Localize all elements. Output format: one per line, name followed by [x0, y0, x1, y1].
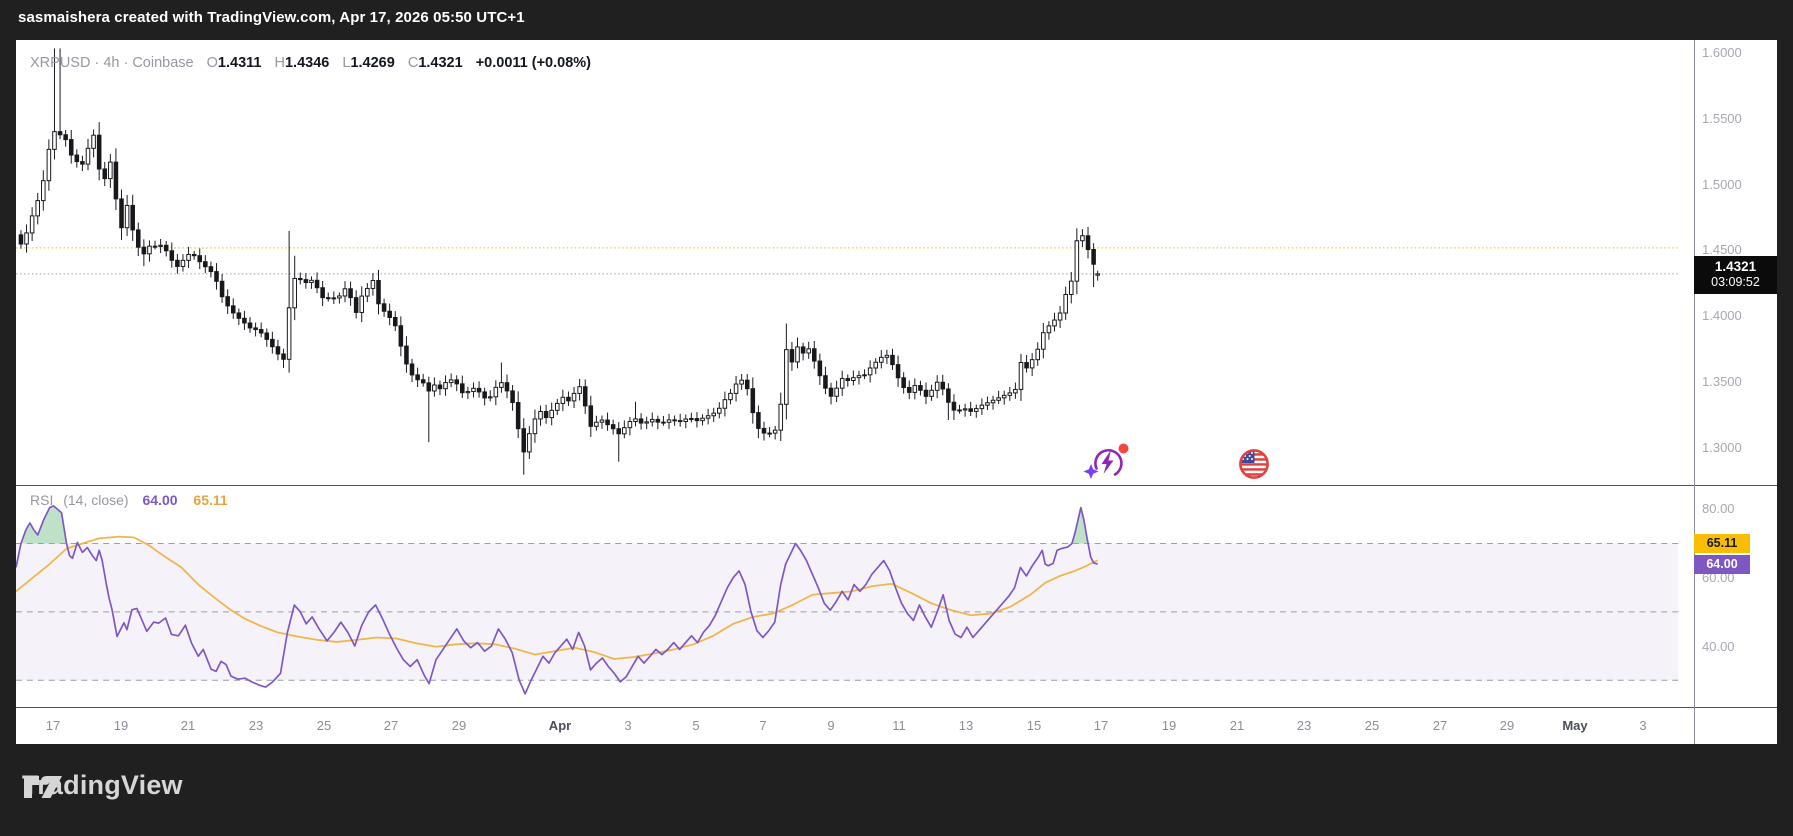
time-tick: 23 [248, 718, 264, 733]
time-tick: 27 [1432, 718, 1448, 733]
attribution-text: sasmaishera created with TradingView.com… [18, 9, 525, 26]
low-value: 1.4269 [350, 55, 395, 71]
time-tick: 7 [759, 718, 767, 733]
close-value: 1.4321 [418, 55, 463, 71]
rsi-overbought-fill [1071, 507, 1089, 544]
rsi-ma-badge: 65.11 [1694, 534, 1750, 553]
time-tick: 3 [624, 718, 632, 733]
time-tick: 25 [316, 718, 332, 733]
attribution-bar: sasmaishera created with TradingView.com… [0, 0, 1793, 40]
rsi-overbought-fill [20, 505, 67, 544]
rsi-axis-label: 80.00 [1702, 500, 1735, 516]
time-tick: 19 [113, 718, 129, 733]
rsi-title[interactable]: RSI [30, 492, 54, 508]
high-value: 1.4346 [284, 55, 330, 71]
low-label: L [342, 55, 351, 71]
change-value: +0.0011 (+0.08%) [475, 55, 592, 71]
price-axis-label: 1.5000 [1702, 176, 1742, 192]
rsi-params: (14, close) [63, 492, 129, 508]
time-tick: 3 [1639, 718, 1647, 733]
rsi-ma-line [16, 535, 1099, 660]
time-tick: 27 [383, 718, 399, 733]
price-axis-label: 1.4500 [1702, 242, 1742, 258]
time-tick: 17 [45, 718, 61, 733]
close-label: C [407, 55, 419, 71]
open-value: 1.4311 [217, 55, 262, 71]
us-flag-event-icon[interactable] [1237, 447, 1271, 481]
rsi-ma-value: 65.11 [193, 492, 228, 508]
price-axis-label: 1.5500 [1702, 110, 1742, 126]
time-tick: 13 [958, 718, 974, 733]
time-tick: 15 [1026, 718, 1042, 733]
time-tick: 29 [451, 718, 467, 733]
rsi-pane-canvas[interactable] [16, 486, 1694, 707]
symbol-legend[interactable]: XRPUSD · 4h · Coinbase O1.4311 H1.4346 L… [30, 55, 591, 71]
time-tick: 19 [1161, 718, 1177, 733]
time-tick: 25 [1364, 718, 1380, 733]
current-price-badge: 1.4321 03:09:52 [1694, 256, 1777, 294]
price-axis-label: 1.4000 [1702, 308, 1742, 324]
time-tick: May [1562, 718, 1588, 733]
high-label: H [274, 55, 285, 71]
time-tick: 23 [1296, 718, 1312, 733]
price-axis-label: 1.3500 [1702, 374, 1742, 389]
current-price-value: 1.4321 [1714, 259, 1757, 274]
time-tick: Apr [548, 718, 572, 733]
rsi-legend[interactable]: RSI (14, close) 64.00 65.11 [30, 492, 228, 508]
rsi-axis-label: 40.00 [1702, 638, 1735, 654]
open-label: O [206, 55, 218, 71]
time-tick: 21 [180, 718, 196, 733]
time-tick: 9 [827, 718, 835, 733]
time-axis-separator [16, 707, 1777, 708]
time-tick: 11 [892, 718, 906, 733]
ai-spark-icon[interactable] [1082, 441, 1130, 485]
rsi-line [16, 505, 1098, 695]
symbol-title[interactable]: XRPUSD · 4h · Coinbase [30, 55, 194, 71]
time-tick: 29 [1499, 718, 1515, 733]
rsi-value-badge: 64.00 [1694, 555, 1750, 574]
bar-countdown: 03:09:52 [1711, 275, 1760, 289]
price-axis-label: 1.6000 [1702, 45, 1742, 60]
price-axis-label: 1.3000 [1702, 439, 1742, 455]
chart-surface [16, 40, 1777, 744]
pane-separator[interactable] [16, 485, 1777, 486]
time-tick: 5 [692, 718, 700, 733]
time-tick: 21 [1229, 718, 1245, 733]
candles [18, 48, 1100, 475]
tradingview-logo[interactable]: TradingView [22, 770, 183, 801]
rsi-value: 64.00 [142, 492, 178, 508]
price-scale-separator[interactable] [1694, 40, 1695, 744]
price-pane-canvas[interactable] [16, 40, 1694, 485]
time-axis[interactable]: 17 19 21 23 25 27 29 Apr 3 5 7 9 11 13 15 17 19 21 23 25 27 2… [16, 708, 1694, 744]
time-tick: 17 [1093, 718, 1109, 733]
tradingview-logo-mark [24, 775, 62, 798]
